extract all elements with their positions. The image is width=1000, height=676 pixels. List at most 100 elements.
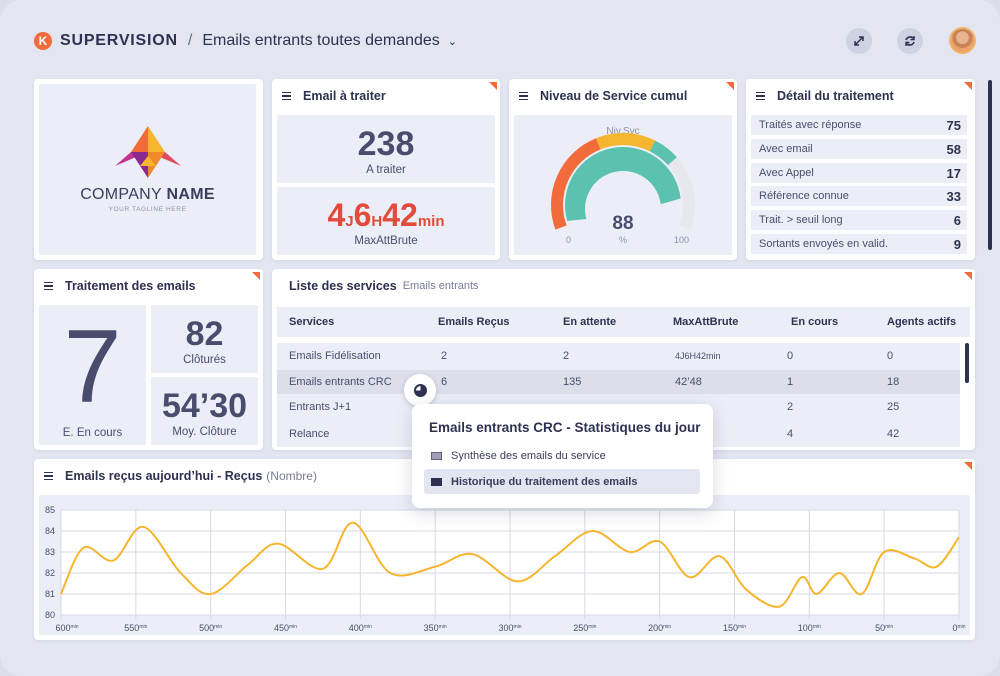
table-scrollbar[interactable] bbox=[965, 343, 969, 383]
a-traiter-tile[interactable]: 238 A traiter bbox=[277, 115, 495, 183]
en-cours-tile[interactable]: 7 E. En cours bbox=[39, 305, 146, 445]
gauge-band-high bbox=[649, 140, 677, 166]
y-tick-label: 85 bbox=[45, 505, 55, 515]
card-title: Détail du traitement bbox=[756, 89, 894, 103]
max-att-tile[interactable]: 4J6H42min MaxAttBrute bbox=[277, 187, 495, 255]
service-stats-popover: Emails entrants CRC - Statistiques du jo… bbox=[412, 404, 713, 508]
corner-flag-icon bbox=[726, 82, 734, 90]
popover-title: Emails entrants CRC - Statistiques du jo… bbox=[429, 420, 701, 435]
y-tick-label: 83 bbox=[45, 547, 55, 557]
detail-row[interactable]: Trait. > seuil long 6 bbox=[751, 210, 967, 230]
corner-flag-icon bbox=[964, 462, 972, 470]
en-cours-label: E. En cours bbox=[62, 427, 123, 439]
refresh-button[interactable] bbox=[897, 28, 923, 54]
card-title: Niveau de Service cumul bbox=[519, 89, 687, 103]
table-row[interactable]: Relance 4 42 bbox=[289, 428, 900, 440]
service-gauge bbox=[551, 133, 695, 247]
y-tick-label: 80 bbox=[45, 610, 55, 620]
app-logo-icon: K bbox=[34, 32, 52, 50]
company-card: COMPANY NAME YOUR TAGLINE HERE bbox=[34, 79, 263, 260]
column-header[interactable]: En cours bbox=[791, 316, 839, 328]
page-scrollbar[interactable] bbox=[988, 80, 992, 250]
gauge-unit: % bbox=[618, 235, 627, 245]
column-header[interactable]: Services bbox=[289, 316, 335, 328]
expand-button[interactable] bbox=[846, 28, 872, 54]
column-header[interactable]: MaxAttBrute bbox=[673, 316, 739, 328]
x-tick-label: 600min bbox=[55, 623, 78, 633]
detail-row[interactable]: Sortants envoyés en valid. 9 bbox=[751, 234, 967, 254]
x-tick-label: 50min bbox=[875, 623, 893, 633]
gauge-center bbox=[585, 171, 661, 247]
x-tick-label: 0min bbox=[952, 623, 965, 633]
detail-row[interactable]: Avec Appel 17 bbox=[751, 163, 967, 183]
y-tick-label: 82 bbox=[45, 568, 55, 578]
detail-traitement-card: Détail du traitement Traités avec répons… bbox=[746, 79, 975, 260]
x-tick-label: 300min bbox=[498, 623, 521, 633]
chevron-down-icon[interactable]: ⌄ bbox=[447, 35, 458, 48]
clotures-value: 82 bbox=[185, 315, 224, 353]
en-cours-value: 7 bbox=[63, 309, 122, 425]
niveau-service-card: Niveau de Service cumul Niv.Svc 88 % 0 1… bbox=[509, 79, 737, 260]
series-line bbox=[60, 521, 960, 608]
x-tick-label: 350min bbox=[424, 623, 447, 633]
page-title[interactable]: Emails entrants toutes demandes bbox=[202, 32, 440, 49]
gauge-max: 100 bbox=[674, 235, 690, 245]
chart-area: 80 81 82 83 84 85 600min 550min 500min 450min 400m… bbox=[39, 495, 970, 635]
detail-row[interactable]: Référence connue 33 bbox=[751, 186, 967, 206]
company-name: COMPANY NAME bbox=[80, 186, 215, 203]
corner-flag-icon bbox=[964, 82, 972, 90]
stats-button[interactable] bbox=[404, 374, 436, 406]
y-tick-label: 81 bbox=[45, 589, 55, 599]
table-row[interactable]: Entrants J+1 2 25 bbox=[289, 401, 900, 413]
a-traiter-count: 238 bbox=[357, 125, 415, 163]
gauge-min: 0 bbox=[566, 235, 572, 245]
moy-cloture-label: Moy. Clôture bbox=[172, 426, 237, 438]
x-tick-label: 550min bbox=[124, 623, 147, 633]
moy-cloture-value: 54’30 bbox=[161, 387, 248, 425]
expand-icon bbox=[854, 36, 864, 46]
menu-icon[interactable] bbox=[756, 91, 765, 101]
clotures-tile[interactable]: 82 Clôturés bbox=[151, 305, 258, 373]
detail-row[interactable]: Traités avec réponse 75 bbox=[751, 115, 967, 135]
menu-icon[interactable] bbox=[44, 281, 53, 291]
line-chart: 80 81 82 83 84 85 600min 550min 500min 450min 400m… bbox=[45, 505, 966, 633]
breadcrumb-separator: / bbox=[187, 32, 193, 49]
card-title: Email à traiter bbox=[282, 89, 386, 103]
company-logo-tile: COMPANY NAME YOUR TAGLINE HERE bbox=[39, 84, 256, 255]
gauge-band-low bbox=[551, 138, 601, 230]
x-tick-label: 250min bbox=[573, 623, 596, 633]
x-tick-label: 150min bbox=[723, 623, 746, 633]
user-avatar[interactable] bbox=[949, 27, 976, 54]
table-row[interactable]: Emails entrants CRC 6 135 42’48 1 18 bbox=[277, 370, 960, 394]
gauge-tile: Niv.Svc 88 % 0 100 bbox=[514, 115, 732, 255]
table-row[interactable]: Emails Fidélisation 2 2 4J6H42min 0 0 bbox=[289, 350, 894, 362]
column-header[interactable]: Emails Reçus bbox=[438, 316, 510, 328]
envelope-icon bbox=[431, 477, 442, 486]
card-title: Traitement des emails bbox=[44, 279, 196, 293]
x-tick-label: 400min bbox=[349, 623, 372, 633]
menu-icon[interactable] bbox=[519, 91, 528, 101]
moy-cloture-tile[interactable]: 54’30 Moy. Clôture bbox=[151, 377, 258, 445]
menu-item-synthese[interactable]: Synthèse des emails du service bbox=[424, 443, 700, 468]
gauge-band-mid bbox=[596, 133, 656, 152]
menu-icon[interactable] bbox=[282, 91, 291, 101]
pie-chart-icon bbox=[413, 383, 427, 397]
menu-item-historique[interactable]: Historique du traitement des emails bbox=[424, 469, 700, 494]
corner-flag-icon bbox=[489, 82, 497, 90]
column-header[interactable]: En attente bbox=[563, 316, 617, 328]
column-header[interactable]: Agents actifs bbox=[887, 316, 957, 328]
gauge-label: Niv.Svc bbox=[606, 126, 640, 137]
detail-row[interactable]: Avec email 58 bbox=[751, 139, 967, 159]
envelope-icon bbox=[431, 451, 442, 460]
max-att-label: MaxAttBrute bbox=[354, 235, 418, 247]
x-tick-label: 450min bbox=[274, 623, 297, 633]
gauge-value: 88 bbox=[612, 213, 634, 234]
company-tagline: YOUR TAGLINE HERE bbox=[108, 206, 187, 213]
x-tick-label: 500min bbox=[199, 623, 222, 633]
menu-icon[interactable] bbox=[44, 471, 53, 481]
services-card: Liste des services Emails entrants Servic… bbox=[272, 269, 975, 450]
corner-flag-icon bbox=[964, 272, 972, 280]
y-tick-label: 84 bbox=[45, 526, 55, 536]
clotures-label: Clôturés bbox=[183, 354, 226, 366]
